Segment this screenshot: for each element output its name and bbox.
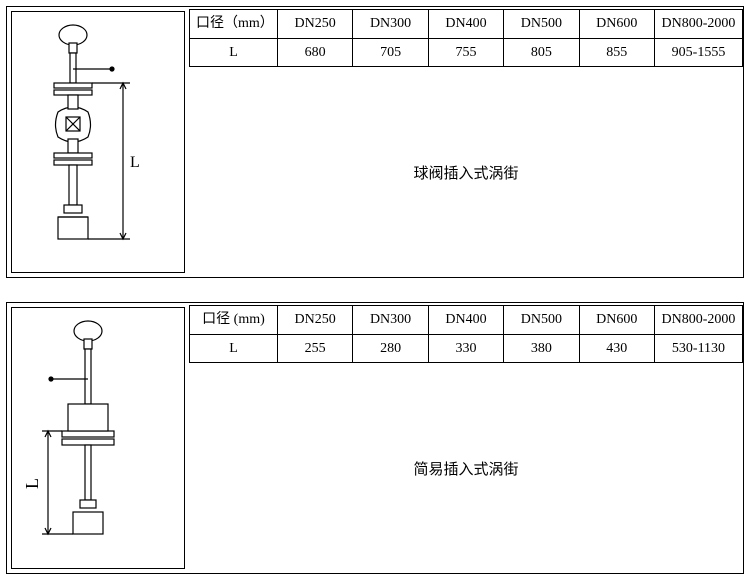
th-dn400: DN400 xyxy=(428,306,503,335)
ball-valve-diagram-svg: L xyxy=(18,17,178,267)
table-header-row: 口径 (mm) DN250 DN300 DN400 DN500 DN600 DN… xyxy=(190,306,743,335)
td-v: 530-1130 xyxy=(654,334,742,363)
th-dn600: DN600 xyxy=(579,306,654,335)
th-dn400: DN400 xyxy=(428,10,503,39)
td-v: 330 xyxy=(428,334,503,363)
dim-label-L-1: L xyxy=(130,154,140,171)
th-dn500: DN500 xyxy=(504,306,579,335)
td-v: 680 xyxy=(277,38,352,67)
th-dn300: DN300 xyxy=(353,10,428,39)
table-row: L 680 705 755 805 855 905-1555 xyxy=(190,38,743,67)
table-header-row: 口径（mm） DN250 DN300 DN400 DN500 DN600 DN8… xyxy=(190,10,743,39)
panel1-right: 口径（mm） DN250 DN300 DN400 DN500 DN600 DN8… xyxy=(189,7,743,277)
panel-ball-valve: L 口径（mm） DN250 DN300 DN400 DN500 DN600 D… xyxy=(6,6,744,278)
td-L: L xyxy=(190,38,278,67)
panel2-right: 口径 (mm) DN250 DN300 DN400 DN500 DN600 DN… xyxy=(189,303,743,573)
th-dn300: DN300 xyxy=(353,306,428,335)
th-dn250: DN250 xyxy=(277,306,352,335)
th-diameter: 口径（mm） xyxy=(190,10,278,39)
td-L: L xyxy=(190,334,278,363)
th-dn500: DN500 xyxy=(504,10,579,39)
th-diameter: 口径 (mm) xyxy=(190,306,278,335)
td-v: 255 xyxy=(277,334,352,363)
td-v: 430 xyxy=(579,334,654,363)
caption-ball-valve: 球阀插入式涡街 xyxy=(189,67,743,277)
th-dn800: DN800-2000 xyxy=(654,10,742,39)
diagram-simple: L xyxy=(11,307,185,569)
td-v: 755 xyxy=(428,38,503,67)
caption-simple: 简易插入式涡街 xyxy=(189,363,743,573)
td-v: 280 xyxy=(353,334,428,363)
simple-diagram-svg: L xyxy=(18,313,178,563)
table-ball-valve: 口径（mm） DN250 DN300 DN400 DN500 DN600 DN8… xyxy=(189,9,743,67)
table-row: L 255 280 330 380 430 530-1130 xyxy=(190,334,743,363)
diagram-ball-valve: L xyxy=(11,11,185,273)
td-v: 705 xyxy=(353,38,428,67)
table-simple: 口径 (mm) DN250 DN300 DN400 DN500 DN600 DN… xyxy=(189,305,743,363)
th-dn250: DN250 xyxy=(277,10,352,39)
td-v: 855 xyxy=(579,38,654,67)
th-dn600: DN600 xyxy=(579,10,654,39)
td-v: 805 xyxy=(504,38,579,67)
dim-label-L-2: L xyxy=(22,478,42,489)
panel-simple: L 口径 (mm) DN250 DN300 DN400 DN500 DN600 … xyxy=(6,302,744,574)
th-dn800: DN800-2000 xyxy=(654,306,742,335)
td-v: 380 xyxy=(504,334,579,363)
td-v: 905-1555 xyxy=(654,38,742,67)
